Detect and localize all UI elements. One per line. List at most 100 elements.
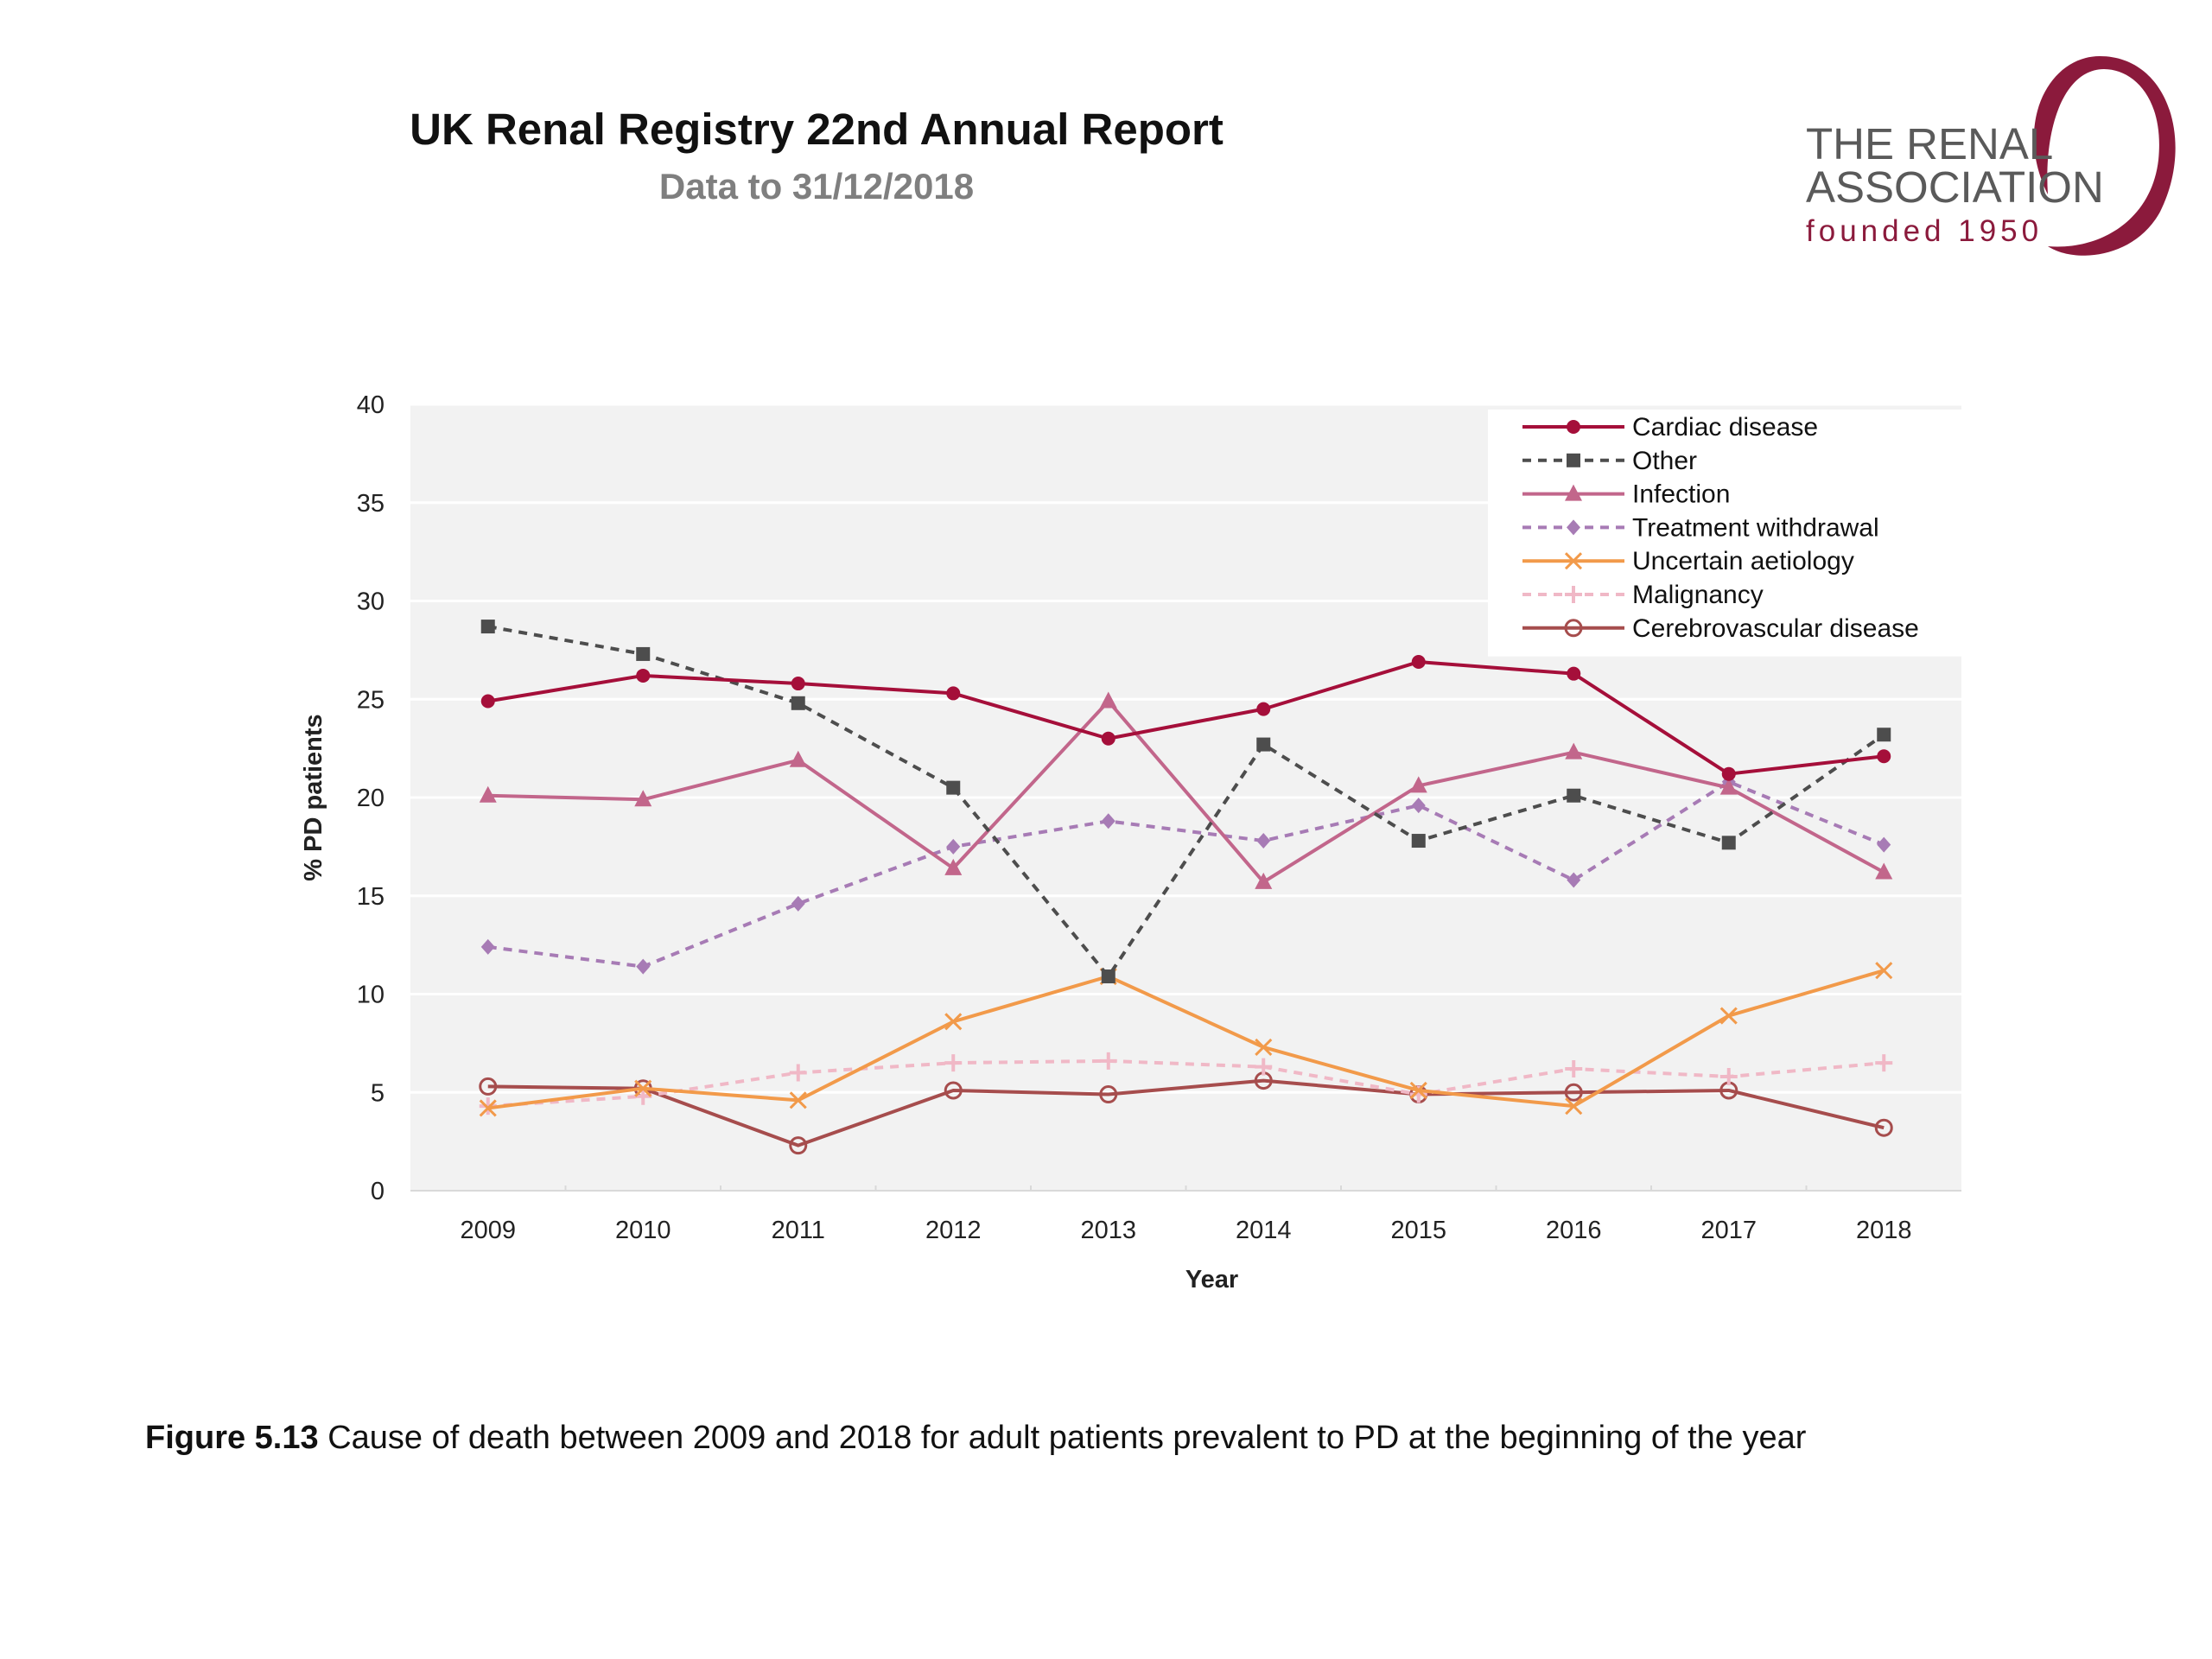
- data-point: [1256, 737, 1271, 752]
- legend-label: Uncertain aetiology: [1632, 547, 1854, 575]
- data-point: [1411, 834, 1426, 849]
- data-point: [1565, 1097, 1583, 1116]
- legend-item: Uncertain aetiology: [1522, 547, 1854, 575]
- data-point: [791, 696, 805, 710]
- data-point: [1877, 836, 1891, 853]
- data-point: [634, 1087, 652, 1105]
- data-point: [480, 694, 495, 709]
- series-line: [487, 699, 1885, 884]
- data-point: [1874, 1118, 1893, 1137]
- data-point: [1409, 1081, 1427, 1100]
- logo-text-line2: ASSOCIATION: [1806, 162, 2104, 212]
- legend-label: Cardiac disease: [1632, 413, 1818, 442]
- legend-marker: [1567, 519, 1580, 536]
- legend-marker: [1564, 552, 1583, 570]
- logo-founded-text: founded 1950: [1806, 214, 2044, 248]
- legend-marker: [1565, 484, 1582, 501]
- series-line: [487, 969, 1885, 1110]
- renal-association-logo: THE RENAL ASSOCIATION founded 1950: [1789, 48, 2186, 272]
- data-point: [946, 838, 961, 855]
- data-point: [479, 785, 497, 803]
- legend-marker: [1567, 420, 1580, 434]
- series-line: [487, 1078, 1885, 1147]
- data-point: [1721, 836, 1736, 850]
- data-point: [1875, 862, 1893, 880]
- series-line: [487, 1058, 1885, 1109]
- data-point: [634, 790, 652, 807]
- data-point: [944, 1054, 963, 1072]
- data-point: [946, 780, 961, 795]
- data-point: [634, 1079, 652, 1097]
- data-point: [1256, 833, 1271, 849]
- figure-label: Figure 5.13: [145, 1420, 319, 1456]
- y-tick-label: 25: [357, 686, 385, 714]
- figure-caption-text: Cause of death between 2009 and 2018 for…: [318, 1420, 1807, 1456]
- legend-item: Infection: [1522, 480, 1730, 509]
- data-point: [1567, 666, 1581, 681]
- legend-marker: [1565, 586, 1582, 603]
- data-point: [1099, 1085, 1118, 1104]
- data-point: [1101, 813, 1116, 830]
- series-line: [487, 660, 1885, 776]
- data-point: [944, 858, 963, 875]
- data-point: [789, 1064, 807, 1082]
- legend-item: Treatment withdrawal: [1522, 513, 1879, 542]
- x-tick-label: 2018: [1856, 1217, 1912, 1244]
- legend-item: Cerebrovascular disease: [1522, 614, 1919, 643]
- data-point: [1567, 788, 1581, 803]
- series-infection: [479, 691, 1893, 889]
- data-point: [789, 750, 807, 767]
- data-point: [1719, 778, 1738, 795]
- data-point: [636, 646, 651, 661]
- data-point: [1099, 691, 1117, 709]
- data-point: [1719, 1068, 1738, 1086]
- data-point: [1721, 766, 1736, 781]
- x-tick-label: 2012: [925, 1217, 982, 1244]
- legend: Cardiac disease Other Infection Treatment w…: [1488, 410, 1961, 657]
- y-tick-label: 20: [357, 785, 385, 812]
- data-point: [1564, 1083, 1583, 1102]
- data-point: [479, 1099, 497, 1117]
- data-point: [1255, 1038, 1273, 1056]
- x-tick-label: 2011: [772, 1217, 825, 1244]
- x-tick-label: 2017: [1700, 1217, 1757, 1244]
- x-tick-label: 2014: [1236, 1217, 1292, 1244]
- data-point: [1719, 1007, 1738, 1025]
- data-point: [1409, 776, 1427, 793]
- legend-item: Malignancy: [1522, 581, 1764, 609]
- y-tick-label: 5: [371, 1079, 385, 1107]
- legend-box: [1488, 410, 1961, 657]
- data-point: [1875, 962, 1893, 980]
- y-axis-title: % PD patients: [300, 714, 327, 880]
- data-point: [480, 938, 495, 955]
- data-point: [944, 1013, 963, 1031]
- data-point: [1877, 728, 1891, 742]
- data-point: [791, 895, 805, 912]
- logo-text-line1: THE RENAL: [1806, 119, 2054, 168]
- legend-label: Cerebrovascular disease: [1632, 614, 1919, 643]
- data-point: [1099, 1052, 1117, 1070]
- data-point: [1567, 872, 1581, 888]
- data-point: [791, 677, 805, 691]
- legend-label: Malignancy: [1632, 581, 1764, 609]
- data-point: [1877, 749, 1891, 764]
- data-point: [789, 1136, 808, 1155]
- figure-caption: Figure 5.13 Cause of death between 2009 …: [145, 1420, 1806, 1457]
- legend-label: Treatment withdrawal: [1632, 513, 1879, 542]
- y-tick-label: 40: [357, 391, 385, 419]
- legend-label: Infection: [1632, 480, 1730, 509]
- y-tick-label: 0: [371, 1178, 385, 1205]
- x-tick-label: 2013: [1080, 1217, 1136, 1244]
- data-point: [479, 1077, 498, 1096]
- data-point: [944, 1081, 963, 1100]
- legend-item: Cardiac disease: [1522, 413, 1818, 442]
- x-axis-title: Year: [1185, 1266, 1238, 1294]
- legend-marker: [1567, 453, 1580, 467]
- report-subtitle: Data to 31/12/2018: [658, 166, 975, 207]
- legend-item: Other: [1522, 447, 1697, 475]
- data-point: [480, 620, 495, 634]
- x-tick-label: 2010: [615, 1217, 671, 1244]
- line-chart: 0 5 10 15 20 25 30 35 40 2009 2010 2011 2012 2013 2014…: [300, 391, 1961, 1294]
- series-uncertain-aetiology: [479, 962, 1893, 1117]
- series-cardiac-disease: [480, 655, 1891, 781]
